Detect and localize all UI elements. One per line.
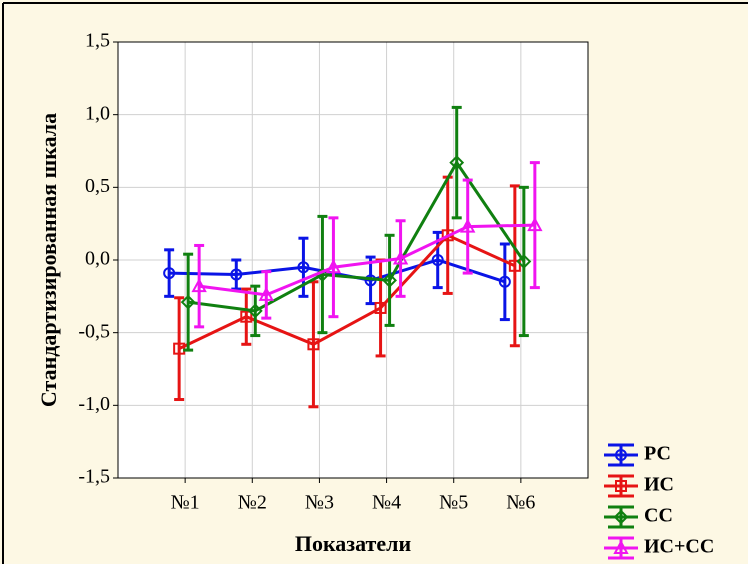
marker	[180, 294, 196, 310]
legend-label: ИС+СС	[644, 536, 714, 558]
marker	[613, 509, 629, 525]
marker	[163, 267, 176, 280]
series-line	[178, 233, 516, 351]
marker	[615, 449, 627, 461]
marker	[191, 278, 207, 293]
y-tick-label: -0,5	[78, 320, 110, 342]
marker	[374, 301, 387, 314]
marker	[240, 310, 253, 323]
marker	[325, 259, 342, 274]
x-tick-label: №2	[238, 492, 267, 514]
marker	[460, 218, 476, 233]
marker	[247, 303, 263, 319]
series-line	[198, 223, 535, 297]
x-tick-label: №3	[305, 492, 334, 514]
y-tick-label: 1,0	[85, 102, 110, 124]
marker	[431, 254, 444, 266]
legend-label: ИС	[644, 474, 674, 496]
y-tick-label: -1,0	[78, 393, 110, 415]
marker	[392, 250, 409, 265]
marker	[527, 217, 543, 232]
plot-frame	[117, 41, 589, 479]
y-tick-label: -1,5	[78, 466, 110, 488]
x-tick-label: №6	[506, 492, 535, 514]
y-tick-label: 0,5	[85, 175, 110, 197]
x-tick-label: №1	[171, 492, 200, 514]
x-axis-title: Показатели	[295, 531, 412, 556]
x-tick-label: №5	[439, 492, 468, 514]
y-axis-title: Стандартизированная шкала	[36, 113, 61, 407]
marker	[516, 254, 532, 269]
marker	[297, 261, 310, 274]
marker	[498, 275, 511, 288]
legend-label: РС	[644, 443, 671, 465]
marker	[258, 286, 274, 301]
marker	[613, 539, 629, 554]
x-tick-label: №4	[372, 492, 401, 514]
y-tick-label: 1,5	[85, 30, 110, 52]
marker	[230, 268, 243, 281]
marker	[508, 259, 521, 272]
marker	[615, 480, 627, 492]
marker	[382, 272, 397, 288]
legend-label: СС	[644, 505, 673, 527]
marker	[449, 155, 465, 171]
y-tick-label: 0,0	[85, 248, 110, 270]
marker	[307, 338, 320, 351]
